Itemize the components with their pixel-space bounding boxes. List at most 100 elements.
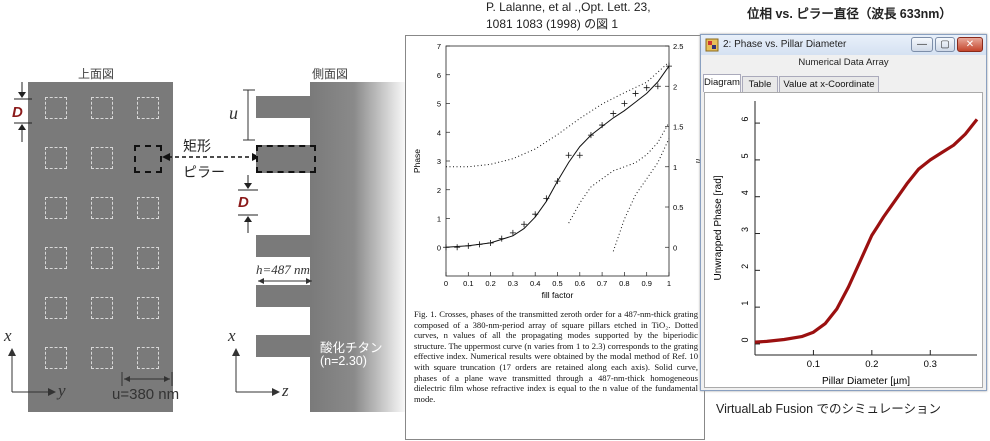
x-tick-label: 0.2 xyxy=(865,359,878,370)
mode-index-dotted-curve xyxy=(568,122,670,224)
x-tick-label: 0.1 xyxy=(807,359,820,370)
side-view-title: 側面図 xyxy=(312,67,349,81)
top-pillar xyxy=(91,347,113,369)
y-right-tick-label: 1 xyxy=(673,163,677,172)
y-right-tick-label: 0 xyxy=(673,243,677,252)
d-label-side: D xyxy=(238,194,249,211)
top-pillar xyxy=(91,297,113,319)
side-z-axis-label: z xyxy=(282,381,289,400)
y-tick-label: 2 xyxy=(740,264,750,269)
top-view-title: 上面図 xyxy=(78,67,115,81)
y-tick-label: 1 xyxy=(740,301,750,306)
top-pillar xyxy=(45,297,67,319)
top-pillar xyxy=(137,247,159,269)
paper-plot: 0 0.1 0.2 0.3 0.4 0.5 0.6 0.7 0.8 0.9 1 0 1 2 3 4 5 6 7 0 0.… xyxy=(412,42,704,300)
side-pillar xyxy=(256,235,312,257)
y-axis-label-left: Phase xyxy=(412,149,422,173)
paper-figure: 0 0.1 0.2 0.3 0.4 0.5 0.6 0.7 0.8 0.9 1 0 1 2 3 4 5 6 7 0 0.… xyxy=(405,35,705,440)
top-pillar xyxy=(45,97,67,119)
tab-value-at-x[interactable]: Value at x-Coordinate xyxy=(779,76,879,92)
phase-cross-point xyxy=(454,244,461,251)
y-right-tick-label: 2.5 xyxy=(673,42,683,51)
phase-curve xyxy=(754,118,979,344)
x-axis-label: fill factor xyxy=(542,290,574,300)
y-tick-label: 0 xyxy=(437,243,441,252)
x-tick-label: 0 xyxy=(444,279,448,288)
phase-vs-diameter-plot: 0 1 2 3 4 5 6 0.1 0.2 0.3 Pillar Diameter [µm] Unwr… xyxy=(713,101,979,387)
window-titlebar[interactable]: 2: Phase vs. Pillar Diameter — ▢ ✕ xyxy=(701,35,986,55)
d-marker-top xyxy=(14,82,32,142)
y-right-tick-label: 0.5 xyxy=(673,203,683,212)
paper-caption: Fig. 1. Crosses, phases of the transmitt… xyxy=(414,309,698,404)
y-tick-label: 6 xyxy=(740,117,750,122)
top-pillar xyxy=(137,197,159,219)
y-tick-label: 5 xyxy=(437,100,441,109)
y-tick-label: 0 xyxy=(740,337,750,342)
h-label: h=487 nm xyxy=(256,262,310,278)
side-pillar-selected xyxy=(256,145,316,173)
y-tick-label: 3 xyxy=(437,157,441,166)
pillar-connector-arrow xyxy=(162,153,260,161)
y-axis-label-right: n xyxy=(694,159,704,164)
side-pillar xyxy=(256,285,312,307)
top-pillar xyxy=(137,297,159,319)
tab-diagram[interactable]: Diagram xyxy=(703,74,741,92)
y-tick-label: 7 xyxy=(437,42,441,51)
top-view-axes xyxy=(8,348,56,396)
phase-cross-point xyxy=(610,110,617,117)
top-pillar xyxy=(137,97,159,119)
top-pillar xyxy=(91,247,113,269)
x-tick-label: 0.2 xyxy=(485,279,495,288)
diagram-area[interactable]: 0 1 2 3 4 5 6 0.1 0.2 0.3 Pillar Diameter [µm] Unwr… xyxy=(704,92,983,388)
y-right-tick-label: 2 xyxy=(673,82,677,91)
u-label: u xyxy=(229,103,238,123)
x-tick-label: 0.5 xyxy=(552,279,562,288)
y-tick-label: 4 xyxy=(437,128,441,137)
tab-table[interactable]: Table xyxy=(742,76,778,92)
minimize-button[interactable]: — xyxy=(911,37,933,52)
top-y-axis-label: y xyxy=(58,381,66,400)
h-arrow xyxy=(258,278,312,284)
side-pillar xyxy=(256,96,312,118)
phase-cross-point xyxy=(576,152,583,159)
top-pillar xyxy=(91,97,113,119)
top-pillar xyxy=(137,347,159,369)
close-button[interactable]: ✕ xyxy=(957,37,983,52)
side-pillar xyxy=(256,335,312,357)
phase-cross-point xyxy=(509,229,516,236)
side-x-axis-label: x xyxy=(228,326,236,345)
simulation-label: VirtualLab Fusion でのシミュレーション xyxy=(716,402,942,416)
x-tick-label: 0.3 xyxy=(924,359,937,370)
side-view-panel xyxy=(310,82,408,412)
d-label-top: D xyxy=(12,104,23,121)
x-tick-label: 0.1 xyxy=(463,279,473,288)
phase-solid-curve xyxy=(445,65,670,248)
top-view-panel xyxy=(28,82,173,412)
x-tick-label: 0.4 xyxy=(530,279,540,288)
citation-line-1: P. Lalanne, et al .,Opt. Lett. 23, xyxy=(486,0,651,14)
y-right-tick-label: 1.5 xyxy=(673,123,683,132)
pillar-label-line2: ピラー xyxy=(183,164,225,180)
side-view-axes xyxy=(232,348,280,396)
x-tick-label: 0.8 xyxy=(619,279,629,288)
top-pillar xyxy=(45,147,67,169)
app-icon xyxy=(705,38,719,52)
d-marker-side xyxy=(238,175,258,233)
citation-line-2: 1081 1083 (1998) の図 1 xyxy=(486,17,619,31)
phase-cross-point xyxy=(632,90,639,97)
x-tick-label: 0.7 xyxy=(597,279,607,288)
top-pillar xyxy=(91,197,113,219)
selected-pillar-top xyxy=(134,145,162,173)
period-arrow xyxy=(121,372,173,386)
top-pillar xyxy=(45,347,67,369)
top-x-axis-label: x xyxy=(4,326,12,345)
x-axis-label: Pillar Diameter [µm] xyxy=(822,376,910,387)
maximize-button[interactable]: ▢ xyxy=(935,37,955,52)
y-tick-label: 3 xyxy=(740,227,750,232)
mode-index-dotted-curve xyxy=(612,138,670,252)
mode-index-dotted-curve xyxy=(446,61,670,168)
y-tick-label: 5 xyxy=(740,153,750,158)
x-tick-label: 1 xyxy=(667,279,671,288)
y-tick-label: 2 xyxy=(437,186,441,195)
period-label: u=380 nm xyxy=(112,386,180,403)
